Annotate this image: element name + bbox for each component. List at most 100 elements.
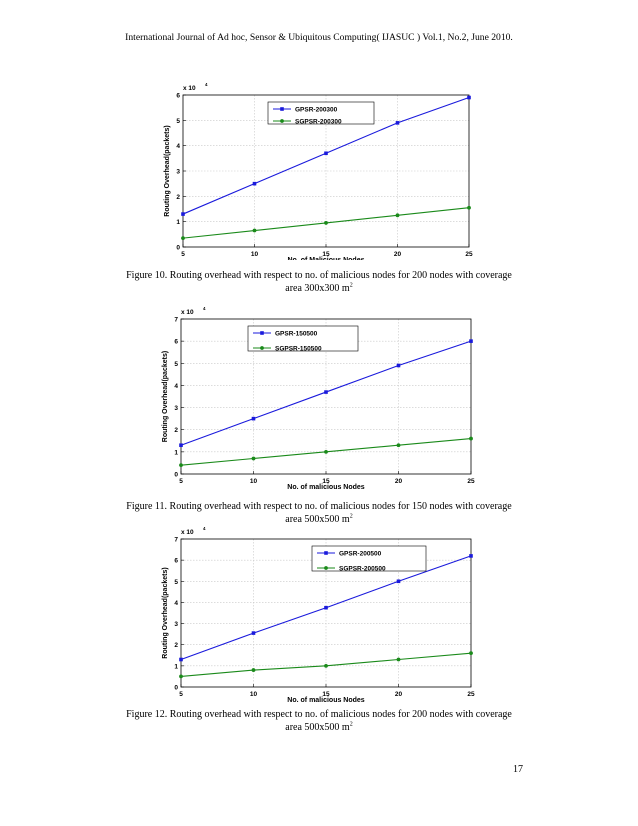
figure-11-chart: 0 1 2 3 4 5 6 7 5 10 15 20 25 x 10 4 No. of malicious N…	[162, 307, 475, 491]
y-tick-label: 4	[176, 143, 180, 150]
x-axis-label: No. of Malicious Nodes	[287, 257, 364, 260]
page-number: 17	[513, 764, 523, 775]
y-tick-label: 6	[176, 93, 180, 100]
legend: GPSR-200300 SGPSR-200300	[267, 101, 375, 125]
y-tick-label: 1	[176, 219, 180, 226]
y-tick-label: 7	[174, 317, 178, 324]
legend-label: GPSR-200300	[295, 106, 338, 113]
y-scale-exponent: 4	[205, 82, 208, 87]
data-point	[179, 674, 183, 679]
y-tick-label: 4	[174, 600, 178, 607]
data-point	[396, 363, 401, 368]
data-point	[467, 205, 471, 210]
x-tick-label: 5	[179, 691, 183, 698]
legend-label: GPSR-200500	[339, 550, 382, 557]
legend-swatch-marker	[260, 331, 264, 335]
series-gpsr	[179, 554, 473, 662]
data-point	[324, 605, 328, 610]
data-point	[181, 212, 185, 216]
data-point	[324, 221, 328, 225]
y-tick-label: 1	[174, 449, 178, 456]
y-tick-label: 6	[174, 558, 178, 565]
data-point	[395, 213, 400, 218]
legend-swatch-marker	[324, 566, 328, 570]
y-tick-label: 3	[176, 169, 180, 176]
data-point	[252, 181, 257, 186]
y-tick-label: 3	[174, 621, 178, 628]
x-tick-label: 5	[181, 251, 185, 258]
x-axis-label: No. of malicious Nodes	[287, 697, 365, 702]
data-point	[252, 228, 257, 233]
y-tick-label: 7	[174, 537, 178, 544]
x-tick-label: 25	[465, 251, 473, 258]
legend-label: SGPSR-200300	[295, 118, 342, 125]
figure-10-caption-line1: Figure 10. Routing overhead with respect…	[126, 270, 512, 281]
y-tick-label: 0	[174, 472, 178, 479]
y-tick-label: 3	[174, 405, 178, 412]
figure-12-caption-line1: Figure 12. Routing overhead with respect…	[126, 709, 512, 720]
legend-swatch-marker	[280, 119, 284, 123]
legend-box	[267, 101, 375, 125]
series-sgpsr	[181, 205, 471, 241]
figure-11-caption: Figure 11. Routing overhead with respect…	[0, 500, 638, 526]
journal-header: International Journal of Ad hoc, Sensor …	[125, 32, 513, 43]
y-scale-label: x 10	[183, 85, 196, 92]
series-sgpsr	[179, 436, 473, 468]
y-axis-label: Routing Overhead(packets)	[162, 567, 169, 658]
x-tick-label: 15	[322, 691, 330, 698]
x-tick-label: 10	[251, 251, 259, 258]
figure-10-chart: 0 1 2 3 4 5 6 5 10 15 20 25 x 10 4 No. of Malicious No…	[164, 82, 473, 260]
legend-swatch-marker	[324, 551, 328, 555]
y-scale-label: x 10	[181, 309, 194, 316]
figure-12-caption: Figure 12. Routing overhead with respect…	[0, 708, 638, 734]
series-gpsr	[179, 339, 473, 448]
data-point	[251, 416, 256, 421]
legend-label: SGPSR-150500	[275, 345, 322, 352]
figure-12-caption-line2: area 500x500 m2	[285, 721, 353, 733]
y-tick-label: 6	[174, 339, 178, 346]
figure-11-caption-line2: area 500x500 m2	[285, 513, 353, 525]
x-tick-label: 10	[250, 691, 258, 698]
figure-11-caption-line1: Figure 11. Routing overhead with respect…	[126, 501, 512, 512]
data-point	[251, 456, 256, 461]
data-point	[396, 579, 401, 584]
x-tick-label: 20	[395, 478, 403, 485]
x-tick-label: 5	[179, 478, 183, 485]
y-scale-exponent: 4	[203, 307, 206, 311]
x-tick-label: 10	[250, 478, 258, 485]
y-tick-label: 5	[174, 361, 178, 368]
y-scale-label: x 10	[181, 529, 194, 536]
y-tick-label: 2	[174, 642, 178, 649]
data-point	[469, 651, 473, 656]
y-tick-label: 2	[176, 194, 180, 201]
y-tick-label: 5	[176, 118, 180, 125]
y-tick-label: 1	[174, 663, 178, 670]
x-tick-label: 15	[322, 251, 330, 258]
y-tick-label: 0	[174, 685, 178, 692]
data-point	[467, 95, 471, 100]
y-tick-label: 4	[174, 383, 178, 390]
data-point	[469, 436, 473, 441]
figure-10-caption: Figure 10. Routing overhead with respect…	[0, 269, 638, 295]
data-point	[179, 443, 183, 448]
legend-swatch-marker	[280, 107, 284, 111]
figure-12-chart: 0 1 2 3 4 5 6 7 5 10 15 20 25 x 10 4 No. of malicious N…	[162, 527, 475, 702]
x-tick-label: 15	[322, 478, 330, 485]
legend-box	[311, 545, 427, 572]
data-point	[396, 657, 401, 662]
data-point	[469, 339, 473, 343]
legend-label: SGPSR-200500	[339, 565, 386, 572]
series-gpsr	[181, 95, 471, 216]
y-axis-label: Routing Overhead(packets)	[164, 125, 171, 216]
data-point	[324, 151, 328, 156]
legend: GPSR-200500 SGPSR-200500	[311, 545, 427, 572]
legend-box	[247, 325, 359, 352]
y-scale-exponent: 4	[203, 527, 206, 531]
legend: GPSR-150500 SGPSR-150500	[247, 325, 359, 352]
data-point	[251, 668, 256, 672]
y-tick-label: 5	[174, 579, 178, 586]
data-point	[396, 443, 401, 448]
data-point	[179, 657, 183, 662]
x-axis-label: No. of malicious Nodes	[287, 484, 365, 491]
y-tick-label: 0	[176, 245, 180, 252]
